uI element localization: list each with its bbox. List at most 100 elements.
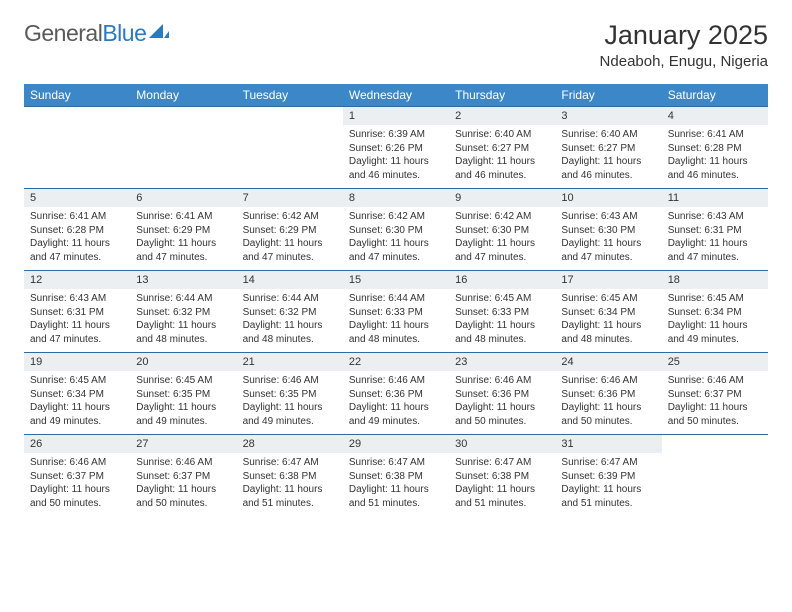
location: Ndeaboh, Enugu, Nigeria bbox=[600, 53, 768, 70]
day-number-cell: 3 bbox=[555, 107, 661, 126]
sunrise-line: Sunrise: 6:45 AM bbox=[136, 374, 230, 388]
day-number-cell: 20 bbox=[130, 353, 236, 372]
title-block: January 2025 Ndeaboh, Enugu, Nigeria bbox=[600, 20, 768, 70]
sunset-line: Sunset: 6:31 PM bbox=[30, 306, 124, 320]
weekday-header: Saturday bbox=[662, 84, 768, 107]
day-detail-cell: Sunrise: 6:46 AMSunset: 6:36 PMDaylight:… bbox=[555, 371, 661, 435]
daylight-line: Daylight: 11 hours and 48 minutes. bbox=[136, 319, 230, 346]
day-number-cell bbox=[237, 107, 343, 126]
sunset-line: Sunset: 6:28 PM bbox=[30, 224, 124, 238]
sunset-line: Sunset: 6:29 PM bbox=[243, 224, 337, 238]
daylight-line: Daylight: 11 hours and 51 minutes. bbox=[349, 483, 443, 510]
daylight-line: Daylight: 11 hours and 47 minutes. bbox=[30, 237, 124, 264]
day-detail-cell bbox=[662, 453, 768, 516]
sunrise-line: Sunrise: 6:47 AM bbox=[561, 456, 655, 470]
day-number-cell: 13 bbox=[130, 271, 236, 290]
sunset-line: Sunset: 6:37 PM bbox=[668, 388, 762, 402]
day-number-cell: 6 bbox=[130, 189, 236, 208]
day-detail-cell: Sunrise: 6:47 AMSunset: 6:38 PMDaylight:… bbox=[343, 453, 449, 516]
sunrise-line: Sunrise: 6:41 AM bbox=[30, 210, 124, 224]
day-number-cell: 24 bbox=[555, 353, 661, 372]
daylight-line: Daylight: 11 hours and 50 minutes. bbox=[561, 401, 655, 428]
day-detail-cell: Sunrise: 6:41 AMSunset: 6:29 PMDaylight:… bbox=[130, 207, 236, 271]
daylight-line: Daylight: 11 hours and 49 minutes. bbox=[668, 319, 762, 346]
day-number-cell: 7 bbox=[237, 189, 343, 208]
day-number-cell bbox=[662, 435, 768, 454]
daylight-line: Daylight: 11 hours and 50 minutes. bbox=[668, 401, 762, 428]
sunrise-line: Sunrise: 6:43 AM bbox=[30, 292, 124, 306]
day-number-cell: 25 bbox=[662, 353, 768, 372]
sunrise-line: Sunrise: 6:47 AM bbox=[349, 456, 443, 470]
calendar-table: Sunday Monday Tuesday Wednesday Thursday… bbox=[24, 84, 768, 516]
daylight-line: Daylight: 11 hours and 46 minutes. bbox=[668, 155, 762, 182]
weekday-header: Friday bbox=[555, 84, 661, 107]
daynum-row: 567891011 bbox=[24, 189, 768, 208]
sunrise-line: Sunrise: 6:44 AM bbox=[349, 292, 443, 306]
sunset-line: Sunset: 6:32 PM bbox=[243, 306, 337, 320]
sunset-line: Sunset: 6:37 PM bbox=[136, 470, 230, 484]
header: GeneralBlue January 2025 Ndeaboh, Enugu,… bbox=[24, 20, 768, 70]
day-number-cell bbox=[130, 107, 236, 126]
sunrise-line: Sunrise: 6:41 AM bbox=[136, 210, 230, 224]
day-detail-cell: Sunrise: 6:44 AMSunset: 6:33 PMDaylight:… bbox=[343, 289, 449, 353]
day-number-cell: 30 bbox=[449, 435, 555, 454]
day-number-cell: 15 bbox=[343, 271, 449, 290]
logo: GeneralBlue bbox=[24, 20, 169, 47]
logo-sail-icon bbox=[149, 18, 169, 45]
daylight-line: Daylight: 11 hours and 50 minutes. bbox=[136, 483, 230, 510]
daylight-line: Daylight: 11 hours and 46 minutes. bbox=[455, 155, 549, 182]
weekday-header: Monday bbox=[130, 84, 236, 107]
calendar-body: 1234Sunrise: 6:39 AMSunset: 6:26 PMDayli… bbox=[24, 107, 768, 517]
day-number-cell: 23 bbox=[449, 353, 555, 372]
detail-row: Sunrise: 6:43 AMSunset: 6:31 PMDaylight:… bbox=[24, 289, 768, 353]
sunset-line: Sunset: 6:36 PM bbox=[561, 388, 655, 402]
sunset-line: Sunset: 6:35 PM bbox=[136, 388, 230, 402]
day-number-cell: 22 bbox=[343, 353, 449, 372]
sunset-line: Sunset: 6:38 PM bbox=[455, 470, 549, 484]
sunrise-line: Sunrise: 6:42 AM bbox=[349, 210, 443, 224]
daylight-line: Daylight: 11 hours and 46 minutes. bbox=[561, 155, 655, 182]
sunset-line: Sunset: 6:31 PM bbox=[668, 224, 762, 238]
day-detail-cell: Sunrise: 6:44 AMSunset: 6:32 PMDaylight:… bbox=[237, 289, 343, 353]
daylight-line: Daylight: 11 hours and 48 minutes. bbox=[349, 319, 443, 346]
sunset-line: Sunset: 6:36 PM bbox=[455, 388, 549, 402]
daylight-line: Daylight: 11 hours and 47 minutes. bbox=[30, 319, 124, 346]
weekday-header-row: Sunday Monday Tuesday Wednesday Thursday… bbox=[24, 84, 768, 107]
sunrise-line: Sunrise: 6:46 AM bbox=[668, 374, 762, 388]
daylight-line: Daylight: 11 hours and 49 minutes. bbox=[349, 401, 443, 428]
daylight-line: Daylight: 11 hours and 47 minutes. bbox=[243, 237, 337, 264]
sunset-line: Sunset: 6:33 PM bbox=[455, 306, 549, 320]
day-number-cell: 14 bbox=[237, 271, 343, 290]
sunrise-line: Sunrise: 6:43 AM bbox=[668, 210, 762, 224]
day-number-cell: 8 bbox=[343, 189, 449, 208]
sunset-line: Sunset: 6:32 PM bbox=[136, 306, 230, 320]
day-number-cell: 2 bbox=[449, 107, 555, 126]
day-detail-cell: Sunrise: 6:43 AMSunset: 6:31 PMDaylight:… bbox=[24, 289, 130, 353]
day-detail-cell: Sunrise: 6:39 AMSunset: 6:26 PMDaylight:… bbox=[343, 125, 449, 189]
weekday-header: Thursday bbox=[449, 84, 555, 107]
sunset-line: Sunset: 6:30 PM bbox=[561, 224, 655, 238]
sunset-line: Sunset: 6:34 PM bbox=[668, 306, 762, 320]
detail-row: Sunrise: 6:39 AMSunset: 6:26 PMDaylight:… bbox=[24, 125, 768, 189]
sunrise-line: Sunrise: 6:46 AM bbox=[30, 456, 124, 470]
sunset-line: Sunset: 6:28 PM bbox=[668, 142, 762, 156]
day-detail-cell: Sunrise: 6:46 AMSunset: 6:37 PMDaylight:… bbox=[24, 453, 130, 516]
day-detail-cell: Sunrise: 6:43 AMSunset: 6:31 PMDaylight:… bbox=[662, 207, 768, 271]
day-detail-cell: Sunrise: 6:46 AMSunset: 6:36 PMDaylight:… bbox=[343, 371, 449, 435]
day-number-cell: 5 bbox=[24, 189, 130, 208]
sunrise-line: Sunrise: 6:47 AM bbox=[455, 456, 549, 470]
day-number-cell: 10 bbox=[555, 189, 661, 208]
day-number-cell: 16 bbox=[449, 271, 555, 290]
sunset-line: Sunset: 6:38 PM bbox=[243, 470, 337, 484]
daylight-line: Daylight: 11 hours and 51 minutes. bbox=[455, 483, 549, 510]
sunrise-line: Sunrise: 6:46 AM bbox=[349, 374, 443, 388]
daylight-line: Daylight: 11 hours and 49 minutes. bbox=[243, 401, 337, 428]
weekday-header: Sunday bbox=[24, 84, 130, 107]
sunrise-line: Sunrise: 6:42 AM bbox=[243, 210, 337, 224]
sunrise-line: Sunrise: 6:45 AM bbox=[668, 292, 762, 306]
daylight-line: Daylight: 11 hours and 47 minutes. bbox=[349, 237, 443, 264]
sunset-line: Sunset: 6:34 PM bbox=[30, 388, 124, 402]
sunset-line: Sunset: 6:27 PM bbox=[561, 142, 655, 156]
day-number-cell: 18 bbox=[662, 271, 768, 290]
sunset-line: Sunset: 6:33 PM bbox=[349, 306, 443, 320]
